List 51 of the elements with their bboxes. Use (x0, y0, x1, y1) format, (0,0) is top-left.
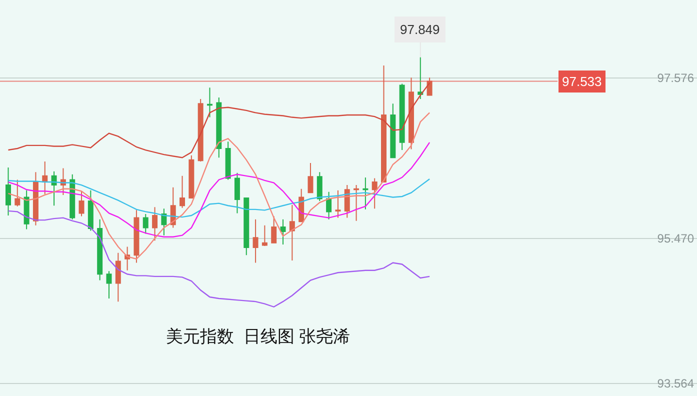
candlestick (280, 218, 286, 245)
candlestick (381, 64, 387, 183)
candlestick (24, 190, 30, 230)
candlestick (14, 179, 20, 207)
candlestick (198, 98, 204, 162)
candlestick (262, 224, 268, 246)
y-tick-label: 97.576 (657, 71, 694, 86)
y-tick-label: 95.470 (657, 232, 694, 246)
candlestick (244, 198, 250, 256)
candlestick (390, 103, 396, 158)
candlestick (372, 178, 378, 210)
candlestick (180, 175, 186, 208)
candlestick (115, 252, 121, 302)
candlestick (42, 160, 48, 195)
candlestick (316, 172, 322, 202)
line-series (8, 178, 430, 218)
candlestick (188, 154, 194, 198)
candlestick (234, 172, 240, 214)
text: 美元指数 日线图 张尧浠 (166, 327, 350, 346)
candlestick (207, 87, 212, 118)
candlestick (335, 190, 341, 218)
candlestick (252, 218, 258, 264)
candlestick (399, 83, 405, 151)
candlestick (32, 172, 38, 226)
line-series (8, 210, 430, 308)
candlestick (142, 213, 148, 234)
candlestick (354, 184, 360, 222)
line-series (8, 142, 430, 238)
candlestick (134, 210, 140, 264)
candlestick (51, 170, 57, 206)
line-series (8, 112, 430, 260)
candlestick (289, 204, 295, 261)
candlestick (344, 184, 350, 218)
candlestick (308, 162, 314, 194)
candlestick (326, 191, 332, 220)
y-tick-label: 93.564 (657, 376, 694, 391)
line-series (8, 82, 430, 158)
candlestick (161, 208, 167, 236)
candlestick (78, 190, 84, 217)
candlestick (88, 190, 94, 232)
candlestick (225, 141, 231, 180)
ref-line-label: 97.533 (562, 74, 602, 89)
candlestick (408, 77, 414, 150)
candlestick (271, 216, 277, 244)
annotation: 97.849 (400, 22, 440, 37)
candlestick (152, 206, 158, 242)
candlestick (97, 218, 103, 281)
candlestick (216, 96, 222, 158)
candlestick (106, 270, 112, 300)
candlestick (6, 167, 11, 216)
candlestick (362, 176, 368, 210)
